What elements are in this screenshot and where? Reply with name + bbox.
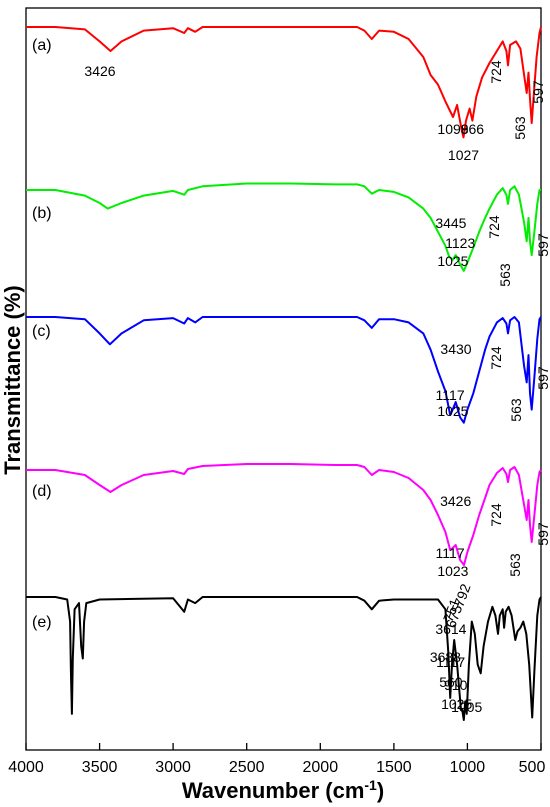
peak-label: 563	[508, 398, 524, 422]
peak-label: 966	[461, 121, 485, 137]
x-tick-label: 2500	[229, 759, 265, 776]
series-line	[26, 316, 542, 424]
peak-label: 1025	[437, 253, 468, 269]
panel-label: (d)	[32, 483, 52, 500]
peak-label: 792	[451, 581, 474, 609]
x-tick-label: 1500	[376, 759, 412, 776]
series-line	[26, 26, 542, 139]
peak-label: 563	[507, 553, 523, 577]
x-tick-label: 500	[519, 759, 546, 776]
peak-label: 1025	[441, 696, 472, 712]
x-tick-label: 3000	[155, 759, 191, 776]
peak-label: 1025	[437, 403, 468, 419]
peak-label: 3430	[440, 341, 471, 357]
peak-label: 724	[486, 215, 502, 239]
x-tick-label: 2000	[303, 759, 339, 776]
x-axis-title: Wavenumber (cm-1)	[182, 777, 384, 803]
peak-label: 751	[440, 596, 463, 624]
peak-label: 910	[444, 677, 468, 693]
peak-label: 1027	[448, 147, 479, 163]
plot-frame	[25, 7, 542, 751]
peak-label: 675	[442, 602, 465, 630]
x-tick-label: 4000	[8, 759, 44, 776]
peak-label: 1117	[436, 545, 465, 561]
panel-label: (e)	[32, 614, 52, 631]
peak-label: 3445	[435, 215, 466, 231]
x-tick-label: 1000	[450, 759, 486, 776]
peak-label: 724	[488, 503, 504, 527]
peak-label: 3614	[435, 621, 466, 637]
x-tick-label: 3500	[82, 759, 118, 776]
peak-label: 560	[439, 674, 463, 690]
panel-label: (a)	[32, 37, 52, 54]
series-line	[26, 463, 542, 566]
peak-label: 597	[535, 233, 550, 257]
peak-label: 563	[512, 116, 528, 140]
series-line	[26, 596, 542, 721]
peak-label: 597	[535, 522, 550, 546]
y-axis-title: Transmittance (%)	[0, 285, 25, 475]
peak-label: 597	[530, 80, 546, 104]
peak-label: 1023	[437, 563, 468, 579]
peak-label: 1117	[436, 654, 465, 670]
peak-label: 3426	[84, 63, 115, 79]
peak-label: 724	[488, 346, 504, 370]
peak-label: 724	[488, 60, 504, 84]
peak-label: 597	[535, 366, 550, 390]
peak-label: 3426	[440, 493, 471, 509]
panel-label: (c)	[32, 323, 51, 340]
series-line	[26, 182, 541, 272]
peak-label: 3688	[430, 649, 461, 665]
peak-label: 1098	[437, 121, 468, 137]
x-ticks: 4000 3500 3000 2500 2000 1500 1000 500	[8, 743, 545, 776]
panel-labels: (a) (b) (c) (d) (e)	[32, 37, 52, 631]
peak-label: 1005	[451, 699, 482, 715]
panel-label: (b)	[32, 205, 52, 222]
peak-label: 563	[497, 263, 513, 287]
peak-labels: 3426109810279667245975633445112310257245…	[84, 60, 550, 715]
peak-label: 1117	[436, 387, 465, 403]
series-group	[26, 26, 542, 721]
peak-label: 1123	[445, 235, 475, 251]
